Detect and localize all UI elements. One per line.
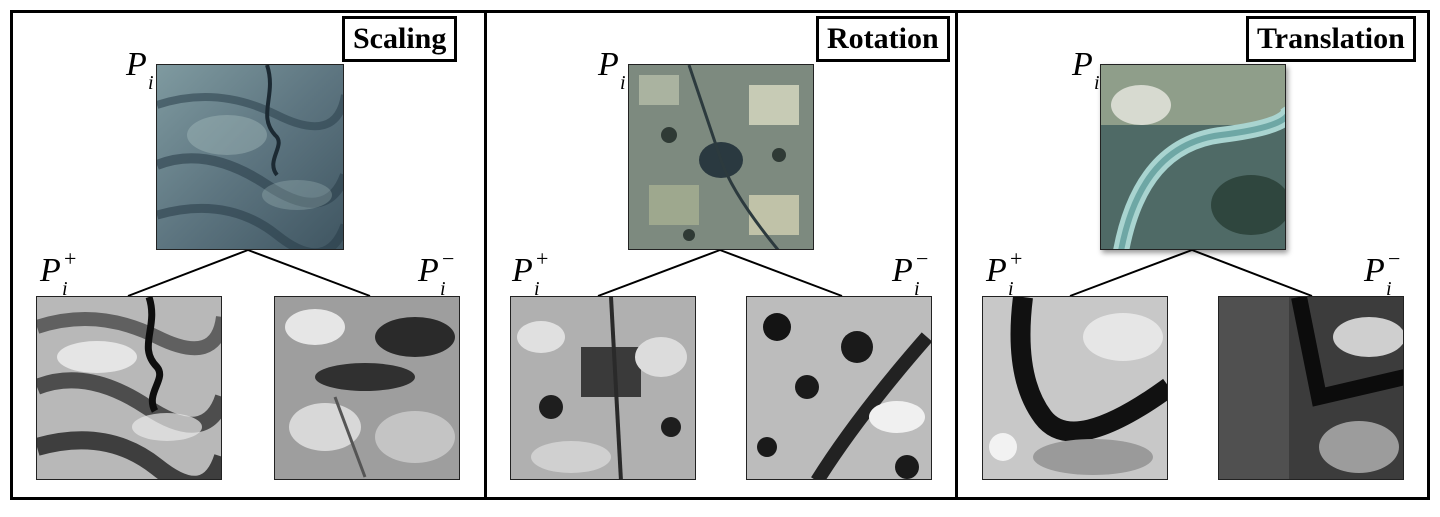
positive-label-sup: + (64, 246, 77, 271)
panel-title-scaling: Scaling (342, 16, 458, 62)
negative-label-sub: i (914, 278, 920, 300)
anchor-label-sub: i (620, 72, 626, 94)
negative-label-sup: − (916, 246, 929, 271)
grayscale-texture (747, 297, 931, 479)
satellite-texture (1101, 65, 1285, 249)
negative-label-sub: i (440, 278, 446, 300)
anchor-label-main: P (598, 46, 619, 83)
grayscale-texture (1219, 297, 1403, 479)
anchor-label-main: P (126, 46, 147, 83)
negative-label-scaling: P i − (418, 246, 454, 300)
anchor-label-rotation: P i (598, 46, 626, 94)
negative-label-main: P (892, 252, 913, 289)
positive-label-rotation: P i + (512, 246, 548, 300)
grayscale-texture (511, 297, 695, 479)
negative-label-main: P (1364, 252, 1385, 289)
negative-label-translation: P i − (1364, 246, 1400, 300)
positive-label-sub: i (62, 278, 68, 300)
positive-label-sup: + (536, 246, 549, 271)
anchor-label-translation: P i (1072, 46, 1100, 94)
positive-label-translation: P i + (986, 246, 1022, 300)
negative-grayscale-image-rotation (746, 296, 932, 480)
grayscale-texture (983, 297, 1167, 479)
panel-title-translation: Translation (1246, 16, 1416, 62)
grayscale-texture (275, 297, 459, 479)
satellite-texture (629, 65, 813, 249)
negative-grayscale-image-scaling (274, 296, 460, 480)
anchor-satellite-image-scaling (156, 64, 344, 250)
negative-label-sup: − (442, 246, 455, 271)
negative-label-main: P (418, 252, 439, 289)
grayscale-texture (37, 297, 221, 479)
panel-title-rotation: Rotation (816, 16, 950, 62)
anchor-label-main: P (1072, 46, 1093, 83)
negative-label-rotation: P i − (892, 246, 928, 300)
anchor-satellite-image-rotation (628, 64, 814, 250)
positive-label-sub: i (1008, 278, 1014, 300)
positive-grayscale-image-scaling (36, 296, 222, 480)
figure-frame (10, 10, 1430, 500)
positive-label-sub: i (534, 278, 540, 300)
positive-label-main: P (512, 252, 533, 289)
positive-label-main: P (986, 252, 1007, 289)
anchor-label-sub: i (1094, 72, 1100, 94)
positive-grayscale-image-translation (982, 296, 1168, 480)
negative-grayscale-image-translation (1218, 296, 1404, 480)
positive-grayscale-image-rotation (510, 296, 696, 480)
positive-label-scaling: P i + (40, 246, 76, 300)
anchor-satellite-image-translation (1100, 64, 1286, 250)
anchor-label-scaling: P i (126, 46, 154, 94)
anchor-label-sub: i (148, 72, 154, 94)
negative-label-sub: i (1386, 278, 1392, 300)
satellite-texture (157, 65, 343, 249)
negative-label-sup: − (1388, 246, 1401, 271)
positive-label-sup: + (1010, 246, 1023, 271)
panel-divider-1 (484, 10, 487, 500)
panel-divider-2 (955, 10, 958, 500)
positive-label-main: P (40, 252, 61, 289)
